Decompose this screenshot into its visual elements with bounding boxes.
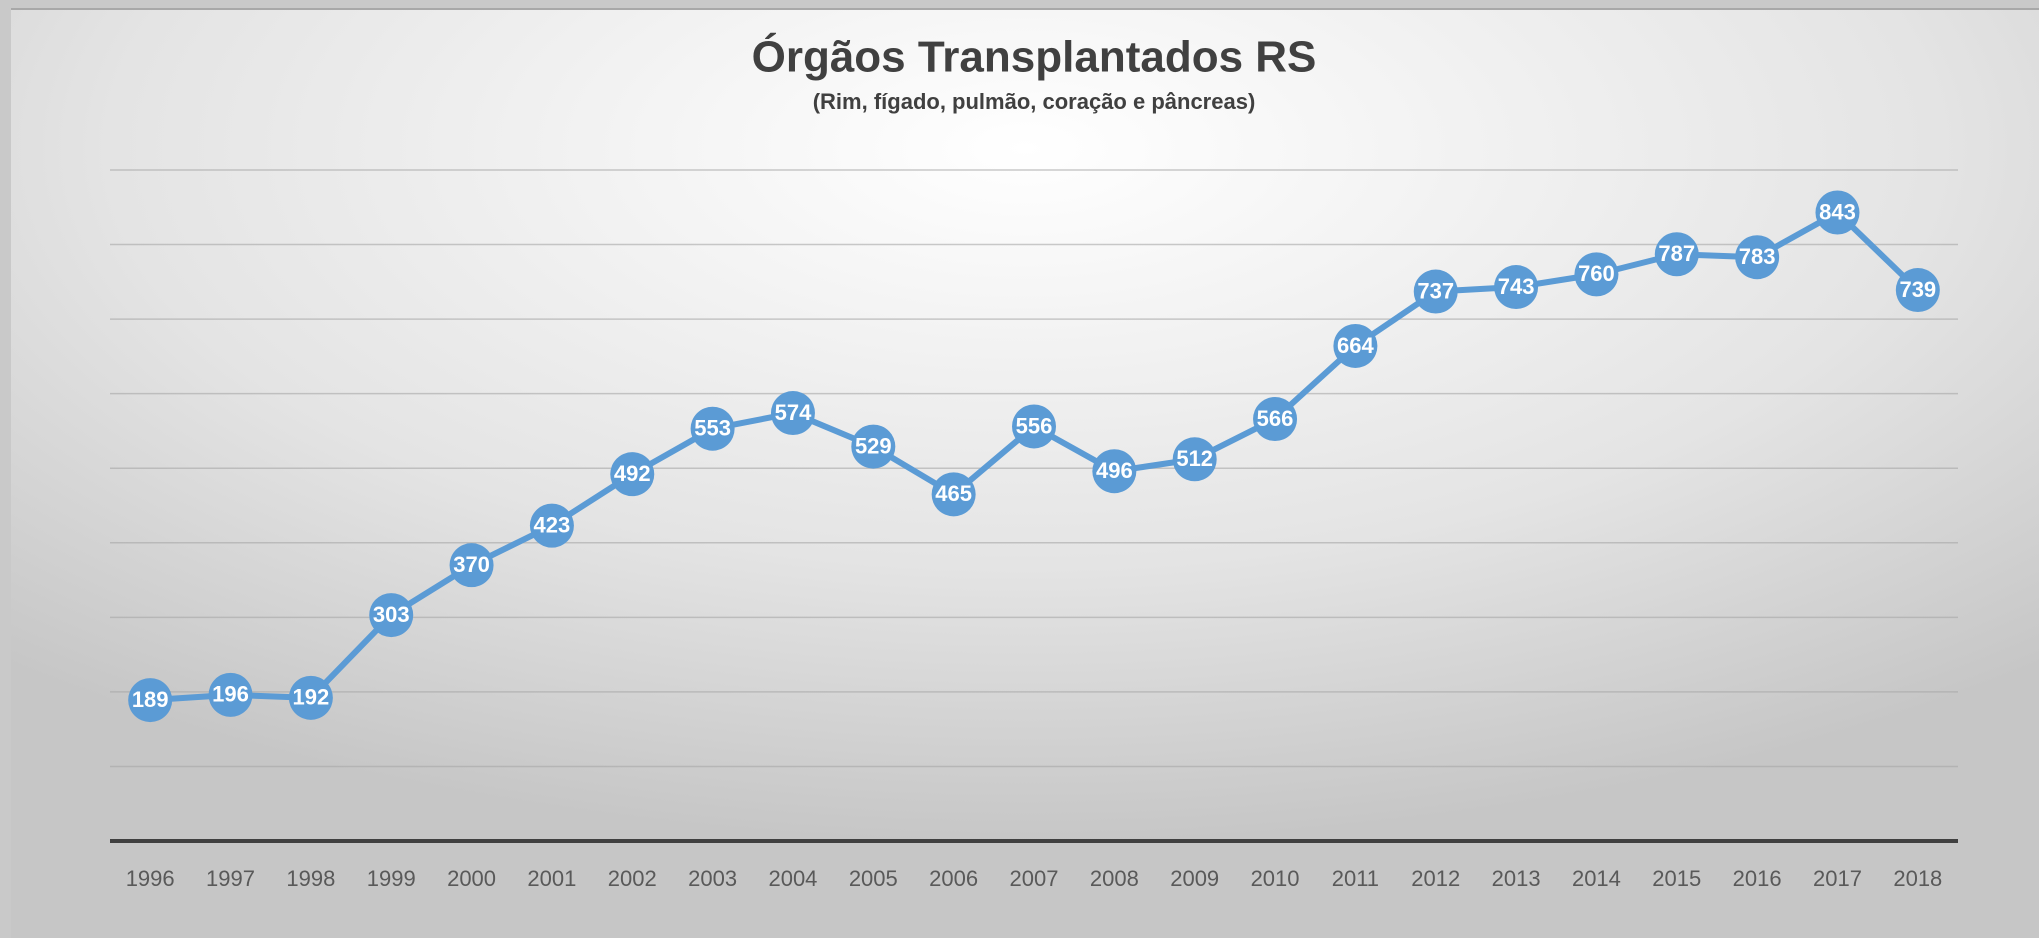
data-label: 423 [534, 512, 571, 537]
data-point [610, 452, 655, 497]
data-point [770, 391, 815, 436]
x-tick-label: 2015 [1652, 866, 1701, 891]
x-tick-label: 2017 [1813, 866, 1862, 891]
data-label: 465 [935, 481, 972, 506]
data-label: 192 [293, 685, 330, 710]
data-label: 566 [1257, 406, 1294, 431]
data-label: 512 [1176, 446, 1213, 471]
data-label: 783 [1739, 244, 1776, 269]
x-tick-label: 2009 [1170, 866, 1219, 891]
x-tick-label: 2007 [1010, 866, 1059, 891]
x-tick-label: 2014 [1572, 866, 1621, 891]
data-label: 496 [1096, 458, 1133, 483]
x-tick-label: 2013 [1492, 866, 1541, 891]
data-point [208, 672, 253, 717]
data-label: 743 [1498, 274, 1535, 299]
data-label: 189 [132, 687, 169, 712]
data-point [851, 424, 896, 469]
data-point [1172, 437, 1217, 482]
x-tick-label: 2003 [688, 866, 737, 891]
data-point [1895, 268, 1940, 313]
x-tick-label: 2005 [849, 866, 898, 891]
x-tick-label: 1998 [286, 866, 335, 891]
data-label: 739 [1899, 277, 1936, 302]
data-label: 760 [1578, 261, 1615, 286]
x-tick-label: 2000 [447, 866, 496, 891]
x-tick-label: 2012 [1411, 866, 1460, 891]
x-tick-label: 2018 [1893, 866, 1942, 891]
x-tick-label: 1997 [206, 866, 255, 891]
x-tick-label: 2001 [527, 866, 576, 891]
data-label: 574 [775, 400, 812, 425]
data-label: 196 [212, 682, 249, 707]
data-point [369, 593, 414, 638]
data-label: 787 [1658, 241, 1695, 266]
x-tick-label: 1999 [367, 866, 416, 891]
x-tick-label: 2010 [1251, 866, 1300, 891]
x-tick-label: 2004 [768, 866, 817, 891]
data-label: 556 [1016, 413, 1053, 438]
data-point [529, 503, 574, 548]
data-point [931, 472, 976, 517]
data-point [1012, 404, 1056, 449]
chart-title: Órgãos Transplantados RS [752, 32, 1317, 82]
data-point [1654, 232, 1699, 277]
x-tick-label: 1996 [126, 866, 175, 891]
chart-subtitle: (Rim, fígado, pulmão, coração e pâncreas… [813, 89, 1256, 114]
data-label: 553 [694, 416, 731, 441]
data-point [1735, 235, 1780, 280]
data-label: 664 [1337, 333, 1374, 358]
x-tick-label: 2002 [608, 866, 657, 891]
data-point [1253, 397, 1298, 442]
data-point [1333, 323, 1378, 368]
data-point [288, 675, 333, 720]
data-point [1574, 252, 1619, 297]
data-point [1815, 190, 1860, 235]
x-tick-label: 2016 [1733, 866, 1782, 891]
data-label: 492 [614, 461, 651, 486]
chart-background [11, 9, 2039, 938]
data-point [1494, 265, 1539, 310]
x-tick-label: 2006 [929, 866, 978, 891]
data-label: 843 [1819, 199, 1856, 224]
x-tick-label: 2011 [1332, 866, 1379, 891]
data-point [1413, 269, 1458, 314]
data-label: 370 [453, 552, 490, 577]
data-label: 737 [1417, 278, 1454, 303]
data-point [690, 406, 735, 451]
data-point [128, 678, 173, 723]
data-point [1092, 449, 1137, 494]
x-tick-label: 2008 [1090, 866, 1139, 891]
data-label: 529 [855, 433, 892, 458]
data-label: 303 [373, 602, 410, 627]
data-point [449, 543, 494, 588]
